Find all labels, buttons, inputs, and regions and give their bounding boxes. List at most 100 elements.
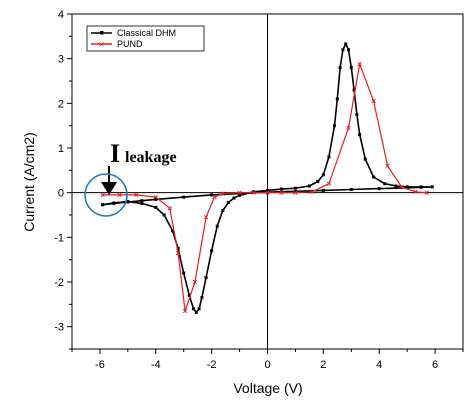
- x-tick-label: 4: [376, 359, 382, 371]
- y-tick-label: 1: [58, 143, 64, 155]
- data-point-classical-dhm: [126, 200, 130, 204]
- zero-lines: [72, 14, 463, 349]
- data-point-classical-dhm: [335, 97, 339, 101]
- data-point-pund: [175, 250, 181, 256]
- series-classical-dhm: [101, 42, 434, 314]
- data-point-classical-dhm: [140, 201, 144, 205]
- data-point-classical-dhm: [176, 247, 180, 250]
- data-point-pund: [251, 190, 256, 195]
- data-point-classical-dhm: [327, 155, 331, 159]
- x-tick-label: -6: [95, 359, 105, 371]
- y-axis-title: Current (A/cm2): [21, 132, 37, 232]
- axis-ticks: -6 -4 -2 0 2 4 6 -3 -2 -1 0 1 2 3 4: [54, 9, 464, 371]
- data-point-classical-dhm: [215, 224, 219, 228]
- data-point-pund: [413, 189, 418, 194]
- data-point-classical-dhm: [307, 184, 311, 188]
- x-tick-label: 6: [432, 359, 438, 371]
- y-tick-label: 4: [58, 9, 64, 21]
- legend: Classical DHM × PUND: [86, 25, 205, 52]
- data-point-pund: [399, 184, 404, 190]
- data-point-classical-dhm: [321, 188, 325, 192]
- data-point-classical-dhm: [338, 66, 342, 70]
- data-point-classical-dhm: [293, 189, 297, 193]
- data-point-classical-dhm: [194, 310, 198, 314]
- data-point-classical-dhm: [197, 307, 201, 311]
- data-point-classical-dhm: [293, 186, 297, 190]
- data-point-classical-dhm: [210, 193, 214, 197]
- annotation-sub-text: leakage: [125, 149, 177, 166]
- data-point-classical-dhm: [349, 66, 353, 70]
- data-point-pund: [326, 181, 332, 186]
- data-point-classical-dhm: [333, 124, 337, 128]
- data-point-classical-dhm: [232, 196, 236, 200]
- data-point-classical-dhm: [112, 201, 116, 205]
- data-point-classical-dhm: [383, 182, 387, 186]
- data-point-classical-dhm: [154, 197, 158, 201]
- data-point-classical-dhm: [238, 193, 242, 197]
- data-point-pund: [237, 190, 242, 195]
- data-point-pund: [182, 308, 188, 314]
- data-point-classical-dhm: [316, 180, 320, 183]
- x-axis-title: Voltage (V): [233, 380, 302, 396]
- data-point-classical-dhm: [346, 48, 350, 52]
- leakage-highlight-circle: [84, 173, 128, 217]
- data-point-classical-dhm: [182, 271, 186, 275]
- data-point-pund: [117, 192, 122, 198]
- annotation-arrow-head: [101, 182, 117, 195]
- y-tick-label: -1: [54, 232, 64, 244]
- data-point-classical-dhm: [154, 205, 158, 209]
- data-point-pund: [212, 194, 217, 200]
- data-point-classical-dhm: [210, 249, 214, 253]
- data-point-classical-dhm: [187, 293, 191, 297]
- y-tick-label: -3: [54, 322, 64, 334]
- data-point-classical-dhm: [191, 307, 195, 311]
- data-point-classical-dhm: [266, 188, 269, 192]
- data-point-classical-dhm: [372, 175, 376, 179]
- data-point-classical-dhm: [221, 209, 225, 213]
- data-point-classical-dhm: [363, 157, 367, 161]
- data-point-classical-dhm: [352, 88, 356, 92]
- data-point-classical-dhm: [252, 190, 256, 194]
- data-point-pund: [134, 192, 139, 198]
- data-point-pund: [385, 163, 390, 169]
- y-tick-label: 0: [58, 188, 64, 200]
- data-point-pund: [167, 206, 172, 211]
- y-tick-label: 3: [58, 54, 64, 66]
- data-point-pund: [357, 61, 362, 67]
- data-point-classical-dhm: [377, 187, 381, 191]
- legend-label-classical-dhm: Classical DHM: [117, 28, 176, 38]
- data-point-classical-dhm: [226, 200, 230, 204]
- data-point-classical-dhm: [200, 296, 204, 300]
- series-layer: [100, 42, 434, 314]
- annotation-main-text: I: [110, 139, 120, 168]
- legend-label-pund: PUND: [117, 39, 143, 49]
- legend-box: [86, 25, 205, 52]
- data-point-classical-dhm: [101, 203, 105, 207]
- data-point-classical-dhm: [321, 173, 325, 177]
- legend-marker-pund: ×: [98, 40, 105, 49]
- data-point-pund: [100, 192, 105, 198]
- data-point-classical-dhm: [238, 192, 242, 196]
- data-point-classical-dhm: [405, 186, 409, 190]
- data-point-classical-dhm: [341, 48, 345, 52]
- data-point-classical-dhm: [394, 184, 398, 188]
- data-point-pund: [279, 190, 284, 195]
- data-point-pund: [153, 194, 158, 200]
- data-point-classical-dhm: [204, 276, 208, 280]
- series-pund: [100, 61, 429, 314]
- x-tick-label: 0: [264, 359, 270, 371]
- data-point-pund: [424, 190, 429, 195]
- data-point-classical-dhm: [358, 133, 362, 137]
- y-tick-label: -2: [54, 277, 64, 289]
- data-point-classical-dhm: [344, 42, 348, 46]
- legend-marker-classical-dhm: [100, 31, 104, 35]
- data-point-classical-dhm: [162, 213, 166, 217]
- data-point-pund: [192, 279, 198, 285]
- x-tick-label: -4: [151, 359, 161, 371]
- data-point-pund: [310, 189, 315, 194]
- data-point-classical-dhm: [182, 195, 186, 199]
- data-point-pund: [265, 190, 270, 195]
- data-point-pund: [203, 215, 209, 220]
- data-point-classical-dhm: [140, 199, 144, 203]
